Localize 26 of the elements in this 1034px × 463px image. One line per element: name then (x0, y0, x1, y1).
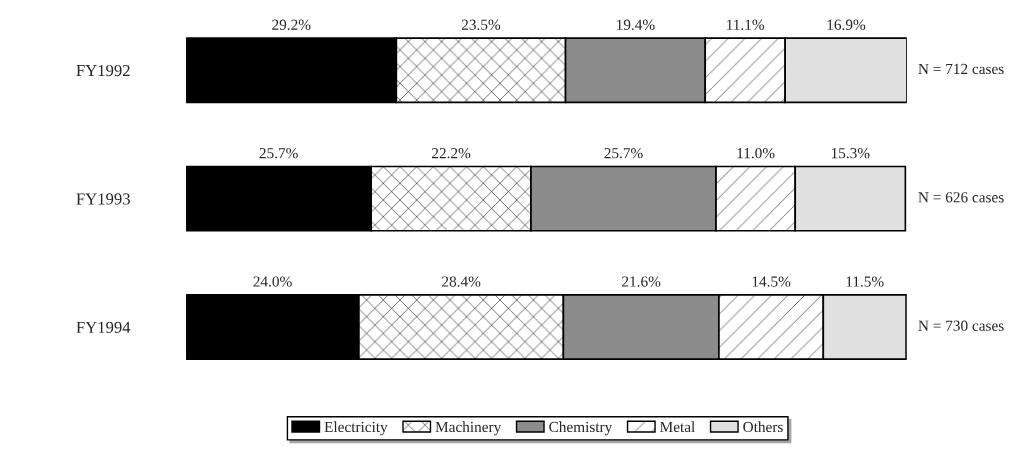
legend-label: Others (743, 421, 783, 433)
legend-label: Metal (660, 421, 695, 433)
text: N = 730 cases (918, 320, 1004, 331)
data-label: 14.5% (752, 276, 791, 287)
data-label: 19.4% (617, 19, 655, 30)
data-label: 29.2% (272, 19, 311, 30)
data-label: 25.7% (259, 147, 298, 159)
data-label: 11.0% (737, 147, 775, 159)
data-label: 11.5% (846, 276, 884, 287)
y-tick-label: FY1994 (76, 321, 131, 333)
legend-label: Machinery (435, 421, 502, 436)
text: N = 626 cases (918, 192, 1004, 203)
text: N = 712 cases (918, 63, 1004, 75)
data-label: 15.3% (831, 147, 870, 159)
data-label: 22.2% (432, 147, 471, 159)
data-label: 25.7% (604, 147, 643, 159)
data-label: 24.0% (253, 276, 292, 287)
data-label: 21.6% (622, 276, 661, 287)
y-tick-label: FY1992 (76, 64, 130, 77)
data-label: 16.9% (827, 19, 866, 30)
data-label: 11.1% (727, 19, 765, 30)
data-label: 28.4% (442, 276, 481, 287)
data-label: 23.5% (461, 19, 501, 30)
y-tick-label: FY1993 (76, 193, 130, 205)
legend-label: Chemistry (549, 421, 613, 436)
legend-label: Electricity (324, 421, 388, 436)
